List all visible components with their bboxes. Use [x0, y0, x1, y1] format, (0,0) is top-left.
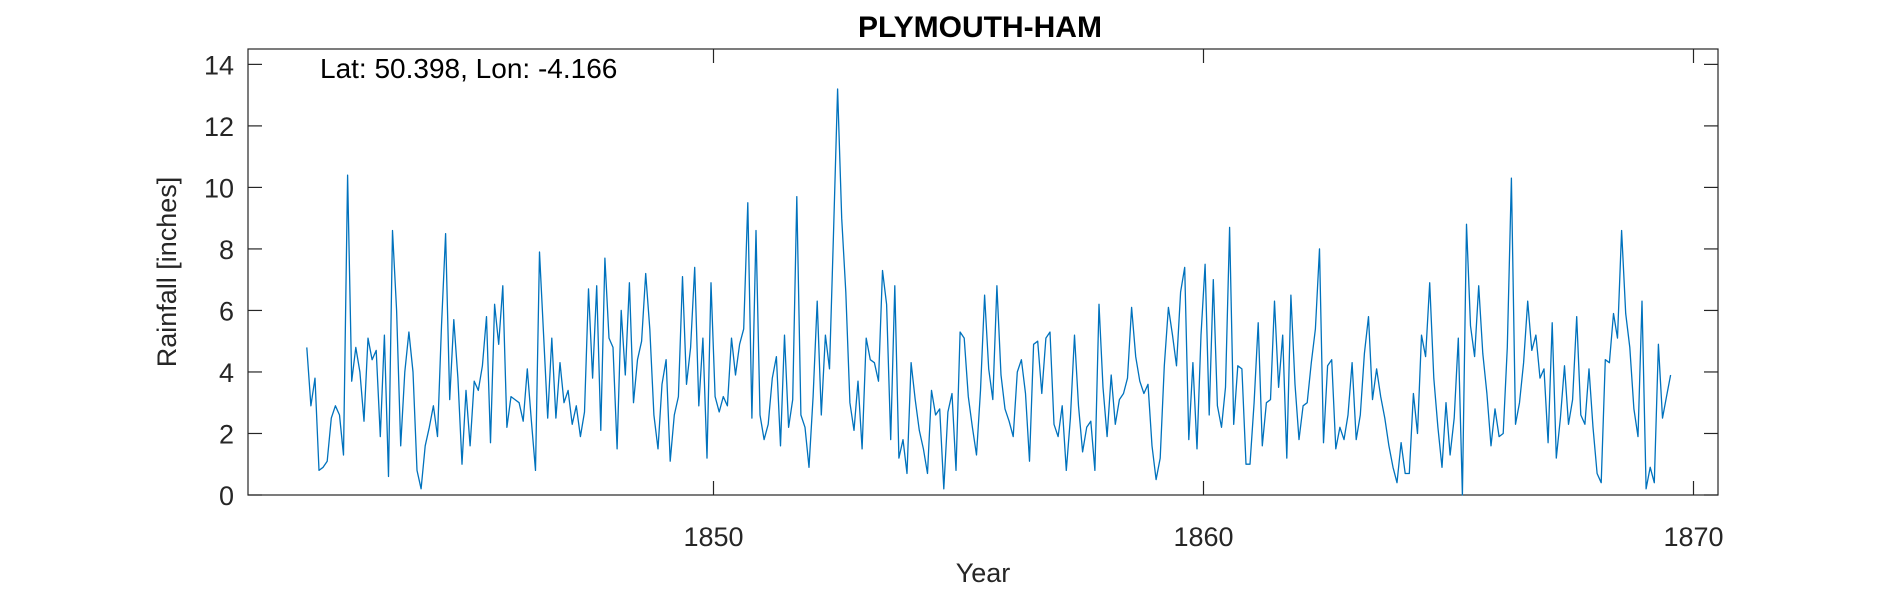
y-tick-label: 6 [219, 296, 234, 326]
y-tick-label: 0 [219, 481, 234, 511]
y-tick-label: 8 [219, 235, 234, 265]
y-tick-label: 2 [219, 419, 234, 449]
y-tick-label: 14 [204, 50, 234, 80]
x-tick-label: 1870 [1663, 522, 1723, 552]
x-tick-label: 1850 [683, 522, 743, 552]
plot-area-box [247, 48, 1719, 496]
y-tick-label: 10 [204, 173, 234, 203]
x-axis-label: Year [956, 558, 1011, 588]
x-tick-label: 1860 [1173, 522, 1233, 552]
y-tick-label: 12 [204, 112, 234, 142]
axis-ticks: 0 2 4 6 8 10 12 14 1850 1860 1870 [204, 49, 1724, 552]
rainfall-series-line [306, 88, 1672, 496]
chart-title: PLYMOUTH-HAM [858, 11, 1102, 44]
y-tick-label: 4 [219, 358, 234, 388]
y-axis-label: Rainfall [inches] [152, 177, 182, 368]
location-annotation: Lat: 50.398, Lon: -4.166 [320, 53, 617, 84]
